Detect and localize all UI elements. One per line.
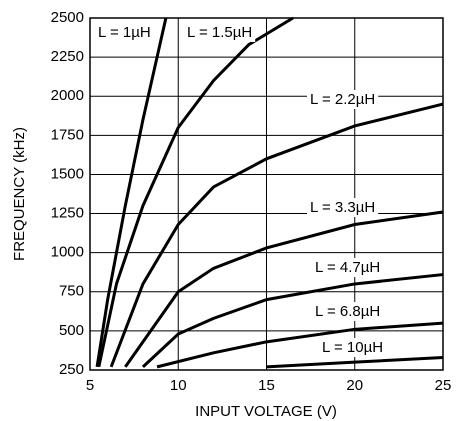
y-tick-label: 2500: [51, 9, 84, 26]
curve-label: L = 10µH: [322, 339, 383, 356]
curve: [124, 210, 444, 368]
x-tick-label: 20: [346, 377, 363, 394]
x-tick-label: 5: [86, 377, 94, 394]
curve: [109, 102, 444, 368]
y-tick-label: 1750: [51, 126, 84, 143]
y-tick-label: 2000: [51, 87, 84, 104]
curve-label: L = 3.3µH: [310, 199, 375, 216]
label-background: [307, 89, 379, 109]
label-background: [307, 197, 379, 217]
label-background: [312, 301, 384, 321]
curve: [97, 16, 294, 368]
curve: [95, 17, 168, 368]
label-background: [312, 257, 384, 277]
x-tick-label: 25: [435, 377, 452, 394]
x-tick-label: 15: [258, 377, 275, 394]
curve-label: L = 2.2µH: [310, 91, 375, 108]
y-tick-label: 2250: [51, 48, 84, 65]
y-tick-label: 1250: [51, 205, 84, 222]
curve: [156, 321, 444, 369]
label-background: [184, 22, 256, 42]
label-background: [319, 337, 387, 357]
label-background: [95, 22, 154, 42]
x-axis-label: INPUT VOLTAGE (V): [195, 403, 337, 420]
curve: [266, 355, 444, 369]
curve-label: L = 6.8µH: [315, 303, 380, 320]
curve-label: L = 1µH: [98, 24, 151, 41]
curve: [141, 273, 444, 368]
x-tick-label: 10: [170, 377, 187, 394]
y-tick-label: 500: [59, 322, 84, 339]
y-tick-label: 750: [59, 283, 84, 300]
y-tick-label: 250: [59, 361, 84, 378]
y-tick-label: 1500: [51, 165, 84, 182]
y-tick-label: 1000: [51, 244, 84, 261]
curve-label: L = 4.7µH: [315, 259, 380, 276]
plot-frame: [89, 17, 444, 371]
y-axis-label: FREQUENCY (kHz): [11, 127, 28, 261]
curve-label: L = 1.5µH: [187, 24, 252, 41]
